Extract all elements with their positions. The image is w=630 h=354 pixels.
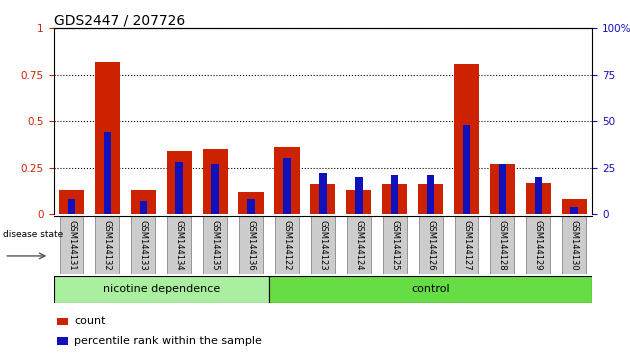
Text: GSM144136: GSM144136	[246, 220, 256, 270]
Bar	[499, 164, 506, 214]
Bar	[418, 184, 443, 214]
Bar	[490, 164, 515, 214]
Bar	[176, 162, 183, 214]
Bar	[239, 216, 263, 274]
Bar	[54, 276, 269, 303]
Bar	[347, 216, 370, 274]
Bar	[95, 62, 120, 214]
Bar	[526, 183, 551, 214]
Bar	[391, 175, 398, 214]
Text: GSM144131: GSM144131	[67, 220, 76, 270]
Bar	[57, 318, 69, 325]
Bar	[383, 216, 406, 274]
Text: GSM144135: GSM144135	[210, 220, 220, 270]
Bar	[104, 132, 111, 214]
Bar	[269, 276, 592, 303]
Text: GSM144123: GSM144123	[318, 220, 328, 270]
Bar	[571, 207, 578, 214]
Bar	[57, 337, 69, 345]
Bar	[131, 190, 156, 214]
Bar	[248, 199, 255, 214]
Bar	[60, 216, 83, 274]
Text: disease state: disease state	[3, 230, 63, 239]
Bar	[140, 201, 147, 214]
Bar	[355, 177, 362, 214]
Bar	[563, 216, 586, 274]
Bar	[168, 216, 191, 274]
Bar	[527, 216, 550, 274]
Text: GSM144132: GSM144132	[103, 220, 112, 270]
Bar	[59, 190, 84, 214]
Bar	[167, 151, 192, 214]
Bar	[562, 199, 587, 214]
Text: nicotine dependence: nicotine dependence	[103, 284, 220, 295]
Bar	[427, 175, 434, 214]
Bar	[455, 216, 478, 274]
Text: percentile rank within the sample: percentile rank within the sample	[74, 336, 262, 346]
Bar	[311, 184, 335, 214]
Text: GSM144125: GSM144125	[390, 220, 399, 270]
Bar	[68, 199, 75, 214]
Text: control: control	[411, 284, 450, 295]
Bar	[463, 125, 470, 214]
Bar	[535, 177, 542, 214]
Text: GDS2447 / 207726: GDS2447 / 207726	[54, 13, 185, 27]
Text: GSM144127: GSM144127	[462, 220, 471, 270]
Bar	[382, 184, 407, 214]
Text: GSM144126: GSM144126	[426, 220, 435, 270]
Text: GSM144122: GSM144122	[282, 220, 292, 270]
Bar	[319, 173, 326, 214]
Text: GSM144128: GSM144128	[498, 220, 507, 270]
Bar	[284, 159, 290, 214]
Text: GSM144133: GSM144133	[139, 220, 148, 270]
Bar	[96, 216, 119, 274]
Bar	[203, 216, 227, 274]
Bar	[239, 192, 263, 214]
Bar	[311, 216, 335, 274]
Bar	[346, 190, 371, 214]
Text: count: count	[74, 316, 106, 326]
Text: GSM144130: GSM144130	[570, 220, 579, 270]
Bar	[132, 216, 155, 274]
Text: GSM144134: GSM144134	[175, 220, 184, 270]
Bar	[419, 216, 442, 274]
Bar	[212, 164, 219, 214]
Bar	[454, 64, 479, 214]
Bar	[203, 149, 227, 214]
Bar	[275, 147, 299, 214]
Text: GSM144129: GSM144129	[534, 220, 543, 270]
Bar	[275, 216, 299, 274]
Bar	[491, 216, 514, 274]
Text: GSM144124: GSM144124	[354, 220, 364, 270]
